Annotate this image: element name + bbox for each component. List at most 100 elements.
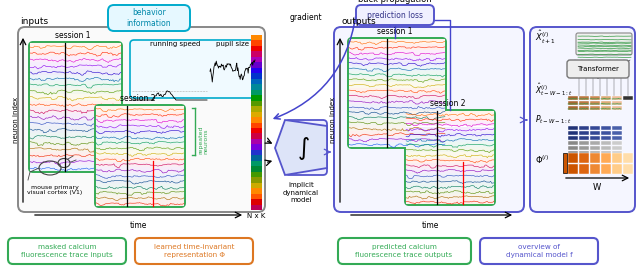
Bar [612,106,622,110]
Bar [96,145,184,150]
Bar [612,151,622,155]
Bar [601,164,611,174]
Bar [406,137,494,142]
Bar [406,116,494,121]
Bar [612,136,622,140]
Bar [590,126,600,130]
Bar [349,131,445,136]
Text: $P_{t-W-1:t}$: $P_{t-W-1:t}$ [535,114,572,126]
Bar [349,61,445,66]
Bar [251,193,262,199]
Bar [579,141,589,145]
Bar [96,173,184,178]
Text: running speed: running speed [150,41,200,47]
Text: mouse primary
visual cortex (V1): mouse primary visual cortex (V1) [28,185,83,195]
Text: implicit
dynamical
model: implicit dynamical model [283,182,319,203]
FancyBboxPatch shape [95,105,185,207]
Text: $\int$: $\int$ [296,135,309,162]
FancyBboxPatch shape [285,120,327,175]
Bar [251,73,262,79]
Bar [601,126,611,130]
Bar [96,200,184,206]
Bar [601,106,611,110]
Bar [349,142,445,147]
Bar [568,153,578,163]
Bar [406,111,494,116]
Bar [579,96,589,100]
FancyBboxPatch shape [356,5,434,25]
Bar [251,117,262,122]
Bar [96,195,184,200]
Bar [590,106,600,110]
Bar [30,49,121,56]
Bar [96,178,184,184]
Bar [251,199,262,204]
Bar [568,101,578,105]
Bar [590,136,600,140]
Text: $\hat{X}_{t-W-1:t}^{(i)}$: $\hat{X}_{t-W-1:t}^{(i)}$ [535,81,573,98]
Bar [30,133,121,139]
FancyBboxPatch shape [108,5,190,31]
Bar [96,162,184,167]
Bar [96,111,184,117]
Bar [568,141,578,145]
Bar [30,152,121,158]
Bar [406,158,494,163]
Text: session 2: session 2 [430,99,466,108]
Bar [251,128,262,133]
Text: pupil size: pupil size [216,41,250,47]
Bar [251,51,262,57]
Bar [251,161,262,166]
Bar [612,131,622,135]
Bar [30,100,121,107]
Text: neuron index: neuron index [330,97,336,143]
Bar [251,155,262,161]
Bar [251,122,262,128]
Bar [349,104,445,109]
Bar [612,141,622,145]
Bar [601,136,611,140]
Bar [590,141,600,145]
Bar [251,133,262,139]
Bar [590,146,600,150]
Bar [590,164,600,174]
Bar [349,71,445,77]
Bar [30,107,121,113]
Bar [623,96,633,100]
Bar [251,183,262,188]
Bar [612,96,622,100]
Bar [349,55,445,61]
Bar [251,62,262,68]
Bar [30,62,121,69]
Bar [406,188,494,194]
Bar [349,109,445,115]
Text: session 1: session 1 [377,27,413,36]
Bar [579,164,589,174]
FancyBboxPatch shape [405,110,495,205]
Bar [96,123,184,128]
Bar [590,131,600,135]
Bar [349,44,445,50]
Bar [251,188,262,193]
Bar [579,153,589,163]
Bar [30,69,121,75]
Text: time: time [421,221,438,230]
FancyBboxPatch shape [567,60,629,78]
Bar [612,146,622,150]
Bar [601,131,611,135]
Bar [406,126,494,132]
Bar [612,164,622,174]
Bar [590,151,600,155]
Bar [251,204,262,210]
FancyBboxPatch shape [135,238,253,264]
Bar [30,139,121,146]
Bar [612,153,622,163]
Bar [349,88,445,93]
Text: W: W [593,183,601,192]
Text: Transformer: Transformer [577,66,619,72]
Text: inputs: inputs [20,17,48,26]
Bar [349,125,445,131]
Bar [579,126,589,130]
Bar [601,151,611,155]
Bar [96,167,184,173]
